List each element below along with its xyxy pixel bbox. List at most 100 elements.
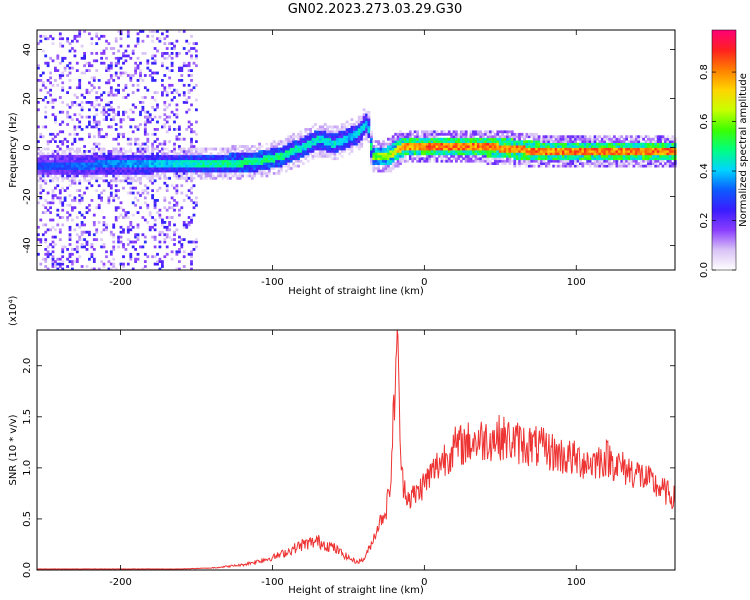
spectrogram-cell: [163, 86, 167, 90]
spectrogram-cell: [97, 150, 101, 153]
spectrogram-cell: [100, 157, 103, 161]
spectrogram-cell: [158, 213, 162, 217]
spectrogram-cell: [141, 105, 145, 109]
spectrogram-cell: [153, 238, 157, 241]
spectrogram-cell: [292, 157, 295, 161]
spectrogram-cell: [632, 137, 636, 141]
spectrogram-cell: [586, 150, 590, 153]
spectrogram-cell: [311, 132, 315, 136]
spectrogram-cell: [170, 159, 174, 163]
spectrogram-cell: [124, 83, 128, 87]
spectrogram-cell: [112, 93, 116, 97]
spectrogram-cell: [170, 162, 174, 165]
spectrogram-cell: [158, 39, 162, 43]
spectrogram-cell: [265, 152, 269, 156]
spectrogram-cell: [114, 267, 118, 271]
spectrogram-cell: [71, 174, 74, 178]
spectrogram-cell: [136, 223, 140, 227]
spectrogram-cell: [90, 199, 94, 202]
spectrogram-cell: [253, 169, 257, 173]
spectrogram-cell: [362, 128, 366, 131]
spectrogram-cell: [654, 140, 658, 143]
spectrogram-cell: [253, 162, 257, 165]
spectrogram-cell: [486, 154, 490, 158]
spectrogram-cell: [355, 128, 359, 131]
spectrogram-cell: [440, 154, 444, 158]
spectrogram-cell: [139, 206, 142, 210]
spectrogram-cell: [603, 162, 607, 165]
spectrogram-cell: [275, 145, 278, 148]
spectrogram-cell: [224, 157, 227, 161]
spectrogram-cell: [192, 157, 196, 161]
spectrogram-cell: [435, 145, 439, 148]
spectrogram-cell: [107, 64, 111, 68]
spectrogram-cell: [506, 150, 509, 153]
spectrogram-cell: [445, 157, 449, 161]
spectrogram-cell: [175, 250, 179, 254]
spectrogram-cell: [622, 147, 626, 151]
spectrogram-cell: [131, 74, 135, 77]
spectrogram-cell: [136, 125, 140, 129]
spectrogram-cell: [399, 130, 402, 134]
spectrogram-cell: [433, 135, 436, 139]
spectrogram-cell: [39, 240, 43, 244]
spectrogram-cell: [216, 172, 220, 175]
spectrogram-cell: [610, 142, 614, 146]
spectrogram-cell: [537, 135, 541, 139]
spectrogram-cell: [66, 169, 69, 173]
spectrogram-cell: [391, 164, 395, 168]
spectrogram-cell: [68, 162, 72, 165]
spectrogram-cell: [190, 179, 193, 183]
spectrogram-cell: [90, 154, 94, 158]
spectrogram-cell: [265, 157, 269, 161]
spectrogram-cell: [627, 152, 631, 156]
spectrogram-cell: [423, 132, 427, 136]
spectrogram-cell: [97, 167, 101, 170]
spectrogram-cell: [668, 157, 672, 161]
spectrogram-cell: [134, 61, 137, 65]
spectrogram-cell: [335, 128, 339, 131]
spectrogram-cell: [178, 132, 181, 136]
spectrogram-cell: [131, 201, 135, 205]
spectrogram-cell: [46, 142, 50, 146]
spectrogram-cell: [219, 159, 223, 163]
spectrogram-cell: [158, 230, 162, 234]
spectrogram-cell: [202, 154, 206, 158]
spectrogram-cell: [525, 159, 529, 163]
spectrogram-cell: [190, 191, 193, 195]
spectrogram-cell: [153, 199, 157, 202]
spectrogram-cell: [163, 118, 167, 121]
spectrogram-cell: [49, 162, 52, 165]
spectrogram-cell: [63, 157, 67, 161]
spectrogram-cell: [168, 169, 171, 173]
spectrogram-cell: [435, 159, 439, 163]
spectrogram-cell: [216, 159, 220, 163]
spectrogram-cell: [112, 152, 116, 156]
spectrogram-cell: [51, 113, 55, 117]
spectrogram-cell: [85, 167, 89, 170]
spectrogram-cell: [68, 172, 72, 175]
spectrogram-cell: [112, 154, 116, 158]
spectrogram-cell: [44, 238, 48, 241]
spectrogram-cell: [163, 240, 167, 244]
spectrogram-cell: [119, 56, 123, 60]
spectrogram-cell: [112, 248, 116, 251]
spectrogram-cell: [158, 174, 162, 178]
spectrogram-cell: [314, 147, 317, 151]
spectrogram-cell: [66, 159, 69, 163]
spectrogram-cell: [119, 235, 123, 239]
spectrogram-cell: [345, 130, 349, 134]
spectrogram-cell: [139, 245, 142, 249]
spectrogram-cell: [117, 154, 120, 158]
spectrogram-cell: [552, 150, 556, 153]
spectrogram-cell: [80, 172, 84, 175]
spectrogram-cell: [243, 145, 247, 148]
spectrogram-cell: [119, 30, 123, 33]
spectrogram-cell: [88, 64, 91, 68]
spectrogram-cell: [418, 152, 422, 156]
spectrogram-cell: [557, 142, 560, 146]
spectrogram-cell: [170, 110, 174, 114]
spectrogram-cell: [156, 91, 159, 94]
spectrogram-cell: [190, 54, 193, 58]
spectrogram-cell: [294, 164, 298, 168]
